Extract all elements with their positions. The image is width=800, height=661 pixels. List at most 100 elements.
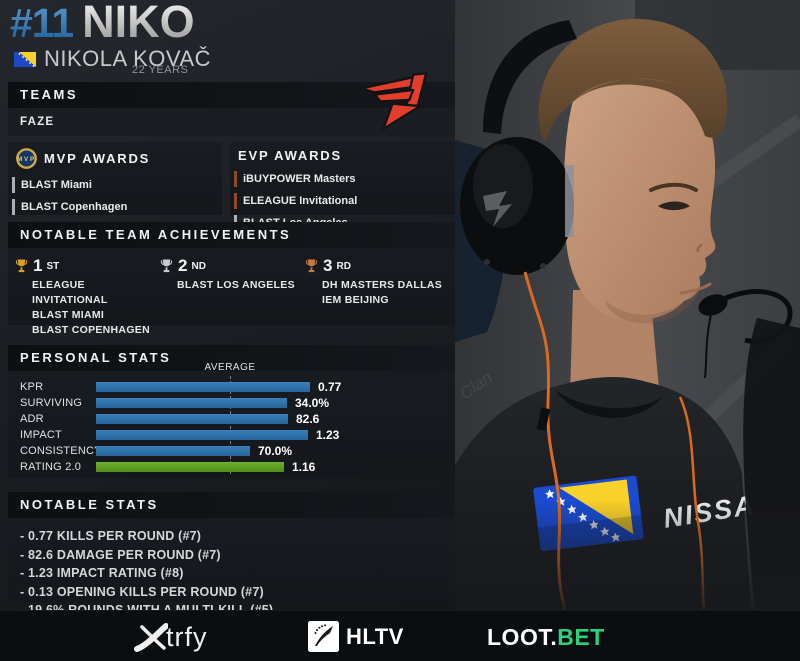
stat-value: 34.0% [295,396,330,410]
stat-value: 70.0% [258,444,293,458]
player-age: 22 YEARS [132,64,189,76]
notable-stats-list: - 0.77 KILLS PER ROUND (#7) - 82.6 DAMAGE… [8,518,455,620]
stat-bar [96,430,308,440]
mvp-medal-icon: MVP [16,148,37,169]
stat-label: IMPACT [20,429,62,441]
mvp-awards-list: BLAST Miami BLAST Copenhagen [8,173,222,215]
award-item: BLAST Miami [12,177,98,193]
achievement-item: BLAST LOS ANGELES [177,279,295,291]
achievement-group: 1 ST ELEAGUE INVITATIONAL BLAST MIAMI BLAST … [14,254,159,338]
average-label: AVERAGE [204,362,256,373]
player-header: #11 NIKO [10,0,195,48]
headset-yoke [565,165,574,237]
mvp-medal-text: MVP [17,156,36,163]
award-item: ELEAGUE Invitational [234,193,363,209]
player-name-row: NIKOLA KOVAČ [14,46,211,72]
stats-bar-chart: KPR 0.77 SURVIVING 34.0% ADR 82.6 IMPACT 1.23 CO… [8,379,455,475]
microphone [698,294,728,316]
hltv-wordmark: HLTV [346,623,404,649]
achievement-item: DH MASTERS DALLAS [322,279,443,291]
player-realname: NIKOLA KOVAČ [44,46,211,71]
stat-value: 0.77 [318,380,342,394]
notable-stat-item: - 0.13 OPENING KILLS PER ROUND (#7) [20,584,264,599]
lootbet-logo: LOOT. BET [487,624,605,651]
achievements-groups: 1 ST ELEAGUE INVITATIONAL BLAST MIAMI BLAST … [8,248,455,338]
stat-label: ADR [20,413,44,425]
eyebrow [649,182,698,192]
stat-label: CONSISTENCY [20,445,102,457]
trophy-icon [160,259,173,273]
personal-stats-section: PERSONAL STATS AVERAGE KPR 0.77 SURVIVING 3… [8,345,455,478]
stat-bar [96,414,288,424]
player-photo: Clan [455,0,800,610]
lootbet-prefix: LOOT. [487,624,558,650]
award-item: iBUYPOWER Masters [234,171,361,187]
team-row: FAZE [8,108,455,136]
eye [658,201,690,211]
achievement-item: IEM BEIJING [322,294,389,306]
achievements-section-title: NOTABLE TEAM ACHIEVEMENTS [8,222,455,248]
faze-clan-logo-icon [360,72,428,131]
stat-row: KPR 0.77 [8,379,455,395]
achievement-group: 2 ND BLAST LOS ANGELES [159,254,304,338]
stat-row: RATING 2.0 1.16 [8,459,455,475]
stat-value: 1.16 [292,460,316,474]
teams-list: FAZE [8,108,455,136]
stat-label: SURVIVING [20,397,83,409]
evp-awards-title: EVP AWARDS [238,148,342,163]
stat-bar [96,398,287,408]
trophy-icon [305,259,318,273]
award-item: BLAST Copenhagen [12,199,133,215]
notable-stat-item: - 0.77 KILLS PER ROUND (#7) [20,529,202,543]
mouth [679,282,712,295]
bosnia-flag-icon [14,51,36,67]
stat-row: IMPACT 1.23 [8,427,455,443]
sponsor-footer: trfy HLTV LOOT. BET [0,610,800,661]
xtrfy-wordmark: trfy [166,622,208,652]
earcup-logo [483,191,512,227]
achievement-item: ELEAGUE INVITATIONAL [32,279,108,306]
player-rank: #11 [10,0,74,46]
achievement-place-suffix: RD [336,261,351,272]
stat-row: SURVIVING 34.0% [8,395,455,411]
notable-stats-title: NOTABLE STATS [8,492,455,518]
stat-label: KPR [20,381,44,393]
notable-stats-section: NOTABLE STATS - 0.77 KILLS PER ROUND (#7… [8,492,455,617]
face [563,73,716,321]
stat-value: 1.23 [316,428,340,442]
achievement-item: BLAST COPENHAGEN [32,324,150,336]
hltv-gauge-icon [308,621,339,652]
stat-label: RATING 2.0 [20,461,82,473]
achievement-group: 3 RD DH MASTERS DALLAS IEM BEIJING [304,254,449,338]
evp-awards-section: EVP AWARDS iBUYPOWER Masters ELEAGUE Invi… [230,142,455,231]
achievement-place: 1 [33,256,43,275]
notable-stat-item: - 1.23 IMPACT RATING (#8) [20,566,184,580]
achievement-place-suffix: ST [46,261,60,272]
achievement-place-suffix: ND [191,261,206,272]
xtrfy-logo: trfy [134,622,208,653]
achievement-place: 3 [323,256,333,275]
hair [538,18,728,142]
achievement-item: BLAST MIAMI [32,309,105,321]
mvp-awards-section: MVP MVP AWARDS BLAST Miami BLAST Copenhag… [8,142,222,215]
hltv-logo: HLTV [308,621,404,652]
mvp-awards-title: MVP AWARDS [44,151,151,166]
stat-row: CONSISTENCY 70.0% [8,443,455,459]
stat-bar [96,382,310,392]
headset-band [483,20,577,134]
achievements-section: NOTABLE TEAM ACHIEVEMENTS 1 ST ELEAGUE INV… [8,222,455,336]
trophy-icon [15,259,28,273]
stat-value: 82.6 [296,412,320,426]
stat-bar [96,462,284,472]
personal-stats-title: PERSONAL STATS [8,345,455,371]
collar [555,390,663,418]
stat-bar [96,446,250,456]
player-nickname: NIKO [82,0,195,48]
notable-stat-item: - 82.6 DAMAGE PER ROUND (#7) [20,547,221,562]
stat-row: ADR 82.6 [8,411,455,427]
average-dashed-line [230,376,231,474]
achievement-place: 2 [178,256,188,275]
xtrfy-x-icon [134,622,168,652]
lootbet-suffix: BET [557,624,605,650]
